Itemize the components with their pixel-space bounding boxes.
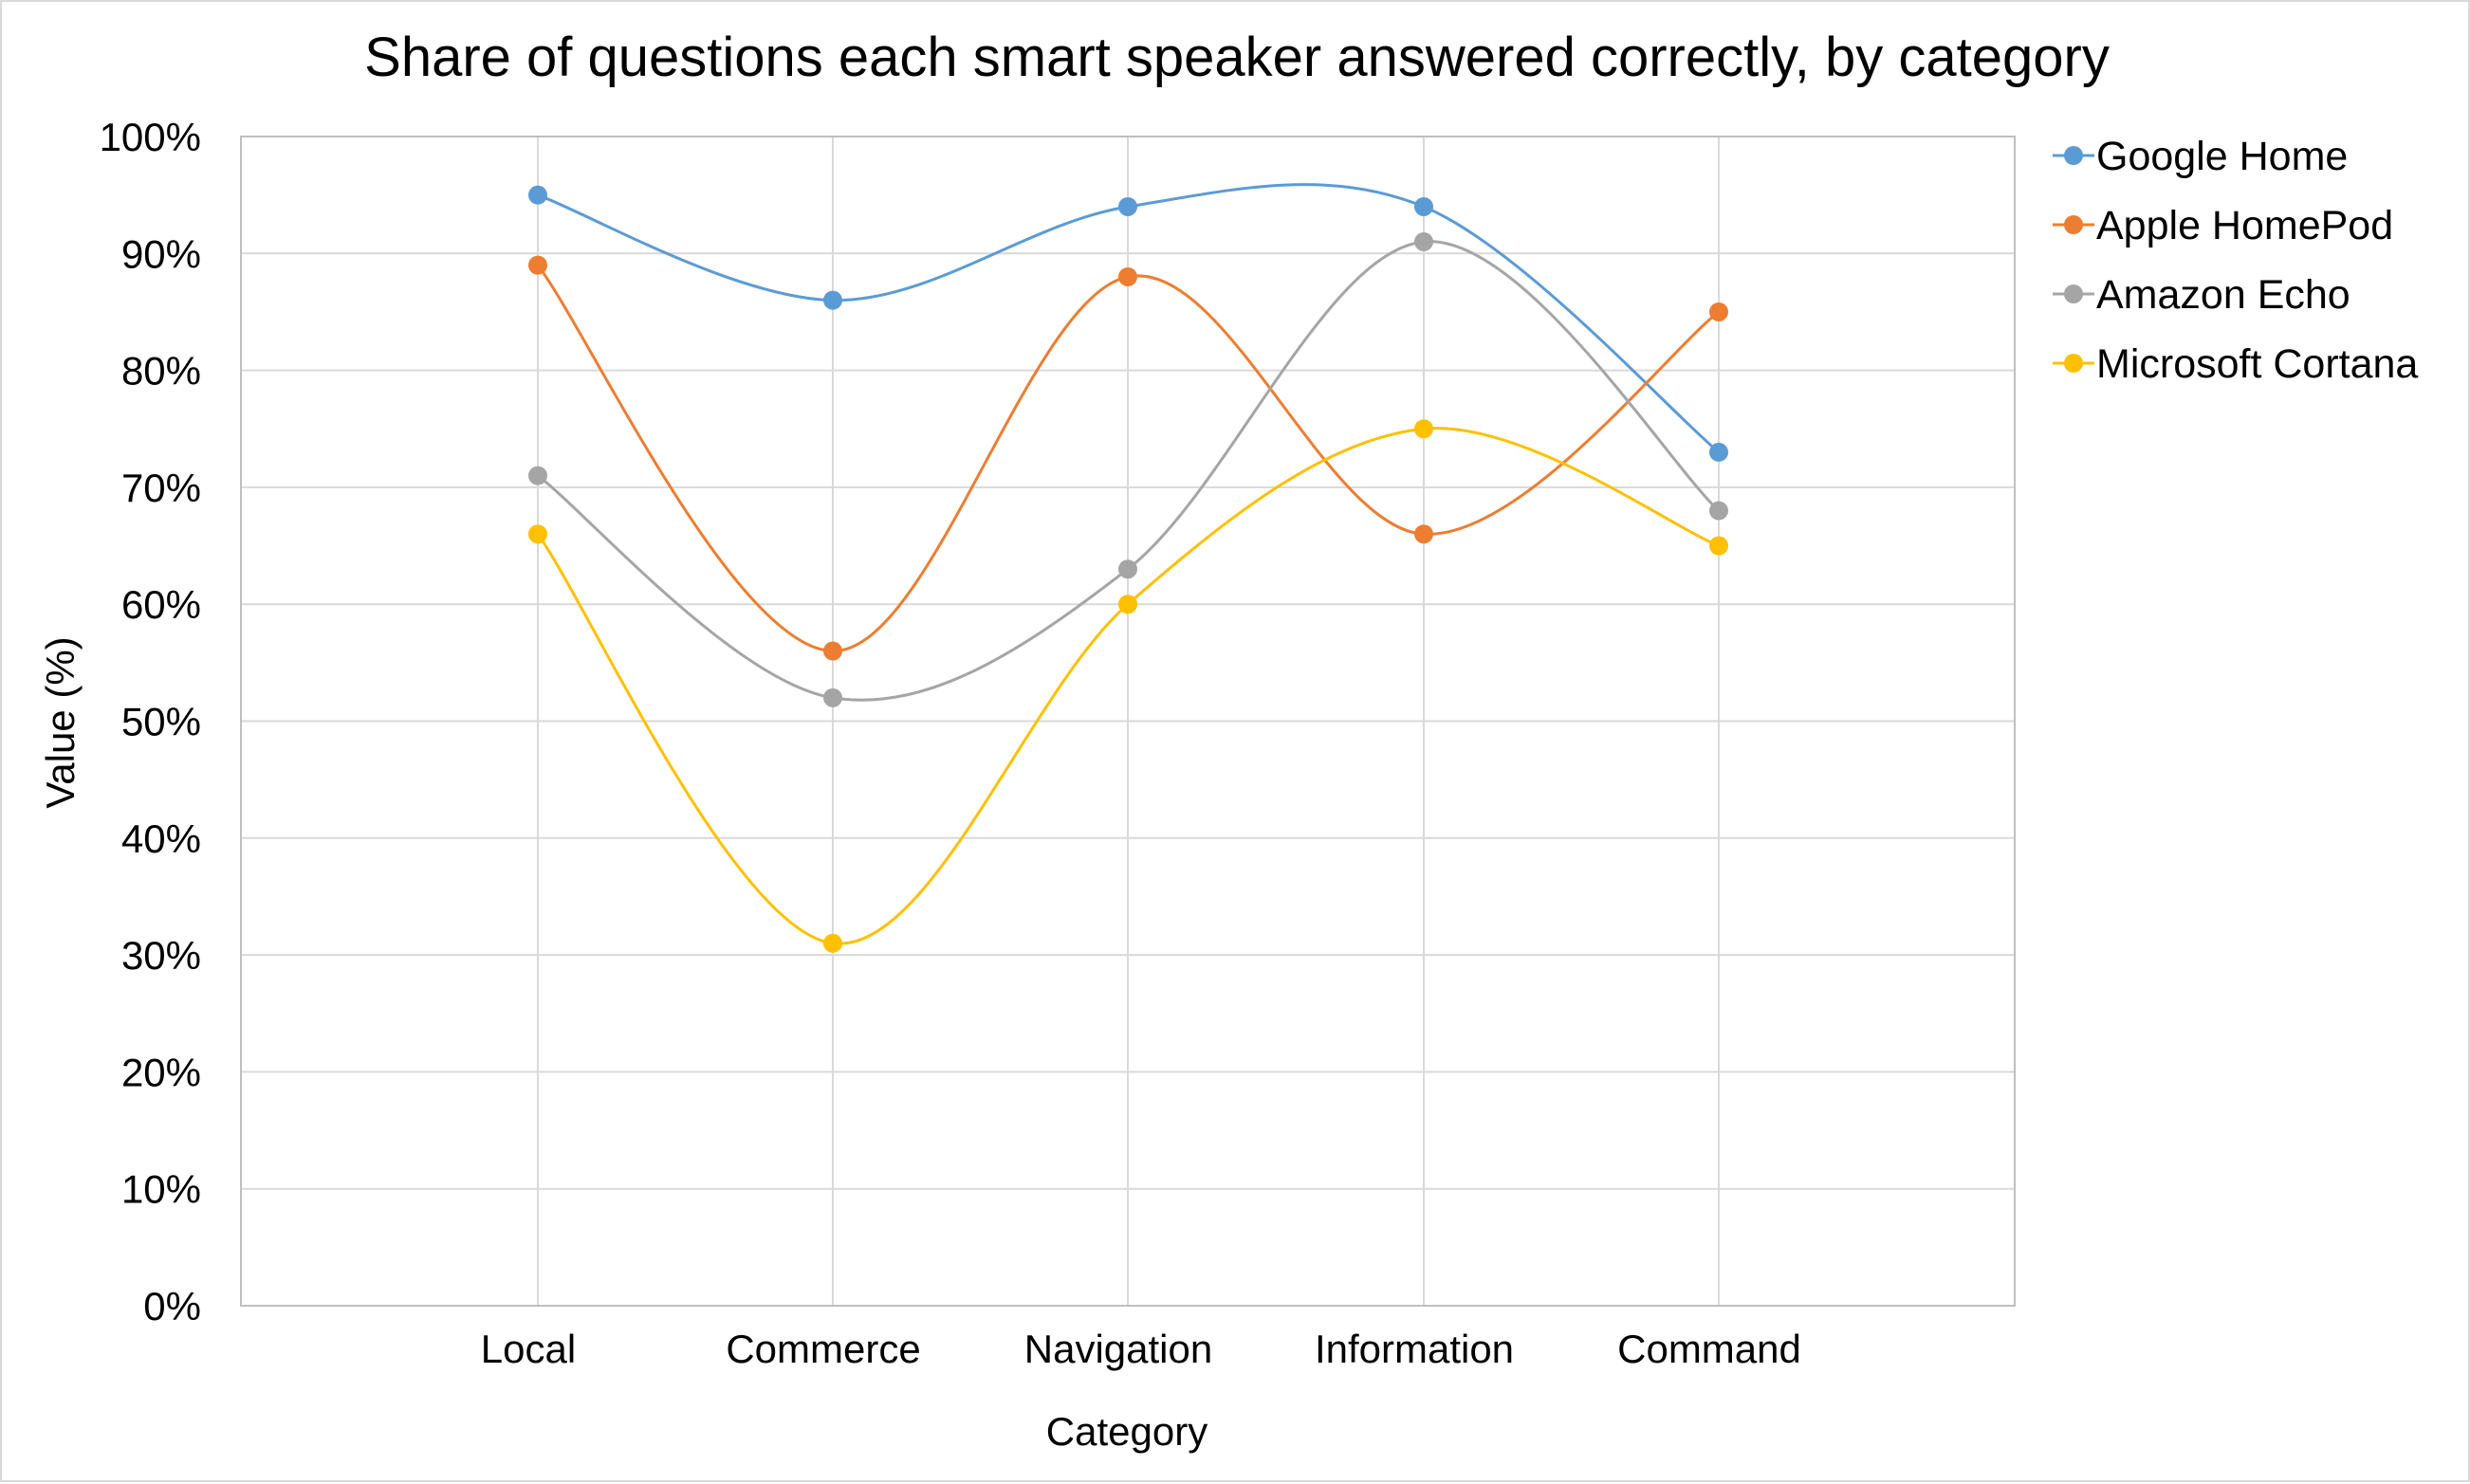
y-tick-label: 60% xyxy=(121,582,201,627)
x-tick-label: Commerce xyxy=(726,1327,920,1371)
data-point-microsoft-cortana xyxy=(1414,419,1433,439)
y-tick-label: 30% xyxy=(121,933,201,978)
data-point-google-home xyxy=(1709,442,1728,462)
series-line-apple-homepod xyxy=(536,264,1720,653)
legend-swatch-marker xyxy=(2064,215,2083,234)
data-point-apple-homepod xyxy=(528,255,547,275)
legend-swatch-marker xyxy=(2064,146,2083,165)
x-axis-title: Category xyxy=(1046,1409,1207,1454)
data-points xyxy=(528,185,1728,953)
chart-title: Share of questions each smart speaker an… xyxy=(364,27,2110,88)
data-point-google-home xyxy=(1414,196,1433,216)
legend-label: Google Home xyxy=(2096,134,2348,179)
y-tick-label: 50% xyxy=(121,700,201,744)
legend: Google Home Apple HomePod Amazon Echo Micro… xyxy=(2053,134,2418,387)
legend-item-apple-homepod: Apple HomePod xyxy=(2053,203,2393,248)
data-point-microsoft-cortana xyxy=(1118,595,1137,614)
data-point-amazon-echo xyxy=(1118,559,1137,579)
legend-swatch-marker xyxy=(2064,284,2083,303)
data-point-amazon-echo xyxy=(528,466,547,486)
data-point-google-home xyxy=(528,185,547,205)
gridlines xyxy=(241,136,2015,1306)
data-point-microsoft-cortana xyxy=(528,524,547,544)
plot-area-border xyxy=(240,136,2016,1307)
data-point-amazon-echo xyxy=(1414,231,1433,251)
legend-label: Amazon Echo xyxy=(2096,272,2350,318)
y-axis-title: Value (%) xyxy=(38,636,83,808)
x-tick-label: Local xyxy=(481,1327,576,1371)
y-tick-label: 100% xyxy=(100,115,201,159)
axes: 0% 10% 20% 30% 40% 50% 60% 70% 80% 90% 100% Local Co… xyxy=(100,115,2016,1371)
x-tick-label: Navigation xyxy=(1024,1327,1212,1371)
data-point-google-home xyxy=(1118,196,1137,216)
x-tick-label: Command xyxy=(1617,1327,1801,1371)
data-point-amazon-echo xyxy=(823,687,842,707)
y-tick-label: 0% xyxy=(143,1284,201,1328)
legend-label: Apple HomePod xyxy=(2096,203,2393,248)
data-point-google-home xyxy=(823,290,842,310)
y-tick-label: 90% xyxy=(121,231,201,276)
series-line-amazon-echo xyxy=(537,240,1721,702)
data-point-apple-homepod xyxy=(1709,302,1728,321)
x-tick-label: Information xyxy=(1315,1327,1514,1371)
y-tick-label: 80% xyxy=(121,349,201,394)
y-tick-label: 70% xyxy=(121,466,201,510)
data-point-apple-homepod xyxy=(1118,266,1137,286)
data-point-microsoft-cortana xyxy=(1709,536,1728,556)
data-point-amazon-echo xyxy=(1709,501,1728,521)
legend-label: Microsoft Cortana xyxy=(2096,341,2418,387)
legend-swatch-marker xyxy=(2064,354,2083,373)
y-tick-label: 10% xyxy=(121,1167,201,1212)
y-tick-label: 20% xyxy=(121,1050,201,1094)
legend-item-google-home: Google Home xyxy=(2053,134,2348,179)
legend-item-amazon-echo: Amazon Echo xyxy=(2053,272,2350,318)
data-point-apple-homepod xyxy=(823,641,842,661)
series-line-microsoft-cortana xyxy=(536,427,1720,945)
legend-item-microsoft-cortana: Microsoft Cortana xyxy=(2053,341,2418,387)
y-tick-label: 40% xyxy=(121,816,201,861)
data-point-apple-homepod xyxy=(1414,524,1433,544)
data-point-microsoft-cortana xyxy=(823,933,842,953)
